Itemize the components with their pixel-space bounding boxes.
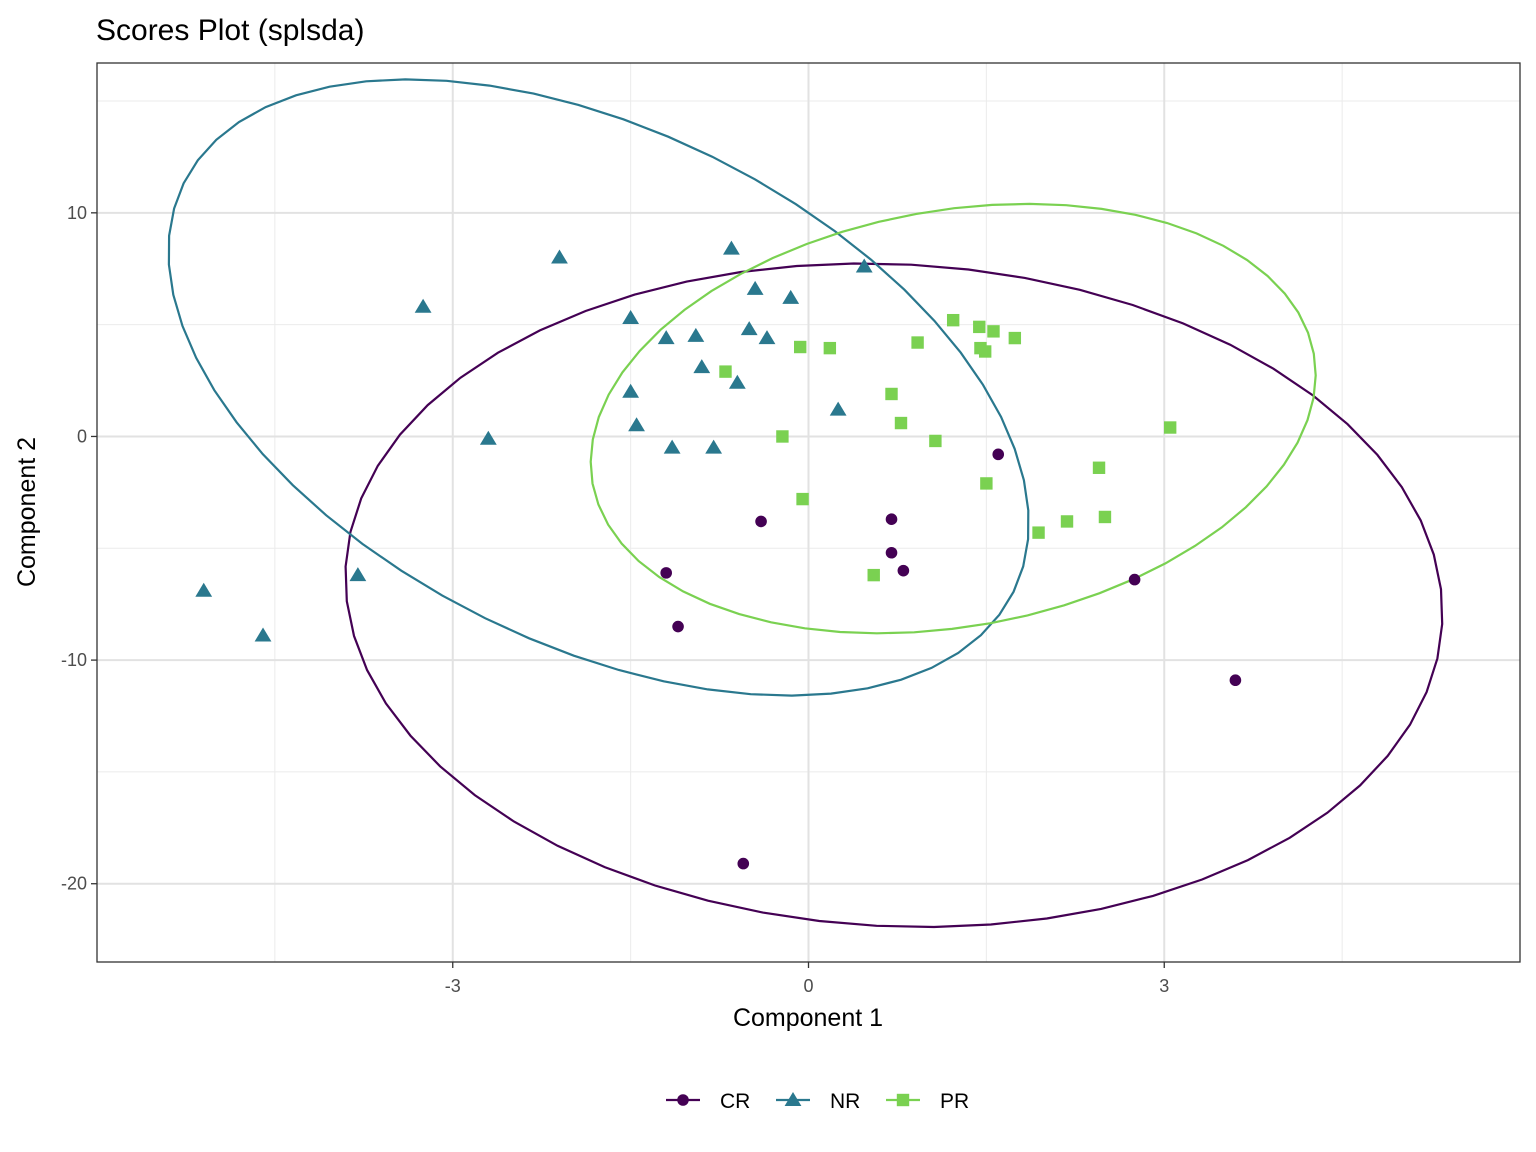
legend-label: NR xyxy=(830,1090,860,1113)
x-axis: -3 0 3 xyxy=(445,962,1169,996)
point-pr xyxy=(1163,421,1177,434)
point-pr xyxy=(793,340,807,354)
legend-label: PR xyxy=(940,1090,969,1113)
legend-item-cr: CR xyxy=(666,1090,750,1113)
point-cr xyxy=(1128,573,1141,586)
point-nr xyxy=(622,309,640,324)
x-tick-label: -3 xyxy=(445,976,461,996)
point-nr xyxy=(479,430,497,445)
point-pr xyxy=(929,434,942,448)
point-pr xyxy=(776,430,789,443)
point-pr xyxy=(719,365,732,378)
point-pr xyxy=(987,325,1000,338)
point-nr xyxy=(687,327,705,342)
point-nr xyxy=(705,439,723,454)
point-cr xyxy=(755,515,767,528)
point-pr xyxy=(946,313,960,327)
point-nr xyxy=(728,374,746,389)
x-tick-label: 3 xyxy=(1159,976,1169,996)
point-pr xyxy=(1060,515,1074,528)
y-axis-title: Component 2 xyxy=(13,437,41,587)
y-tick-label: 0 xyxy=(77,426,87,446)
y-axis: -20 -10 0 10 xyxy=(61,203,97,894)
point-nr xyxy=(740,321,758,336)
point-cr xyxy=(737,857,750,870)
y-tick-label: -10 xyxy=(61,650,87,670)
legend: CR NR PR xyxy=(666,1090,969,1113)
legend-key-marker xyxy=(677,1094,689,1106)
point-pr xyxy=(980,477,993,490)
point-pr xyxy=(1008,331,1022,345)
point-pr xyxy=(1098,510,1112,524)
point-cr xyxy=(885,513,898,526)
point-nr xyxy=(693,359,711,374)
point-nr xyxy=(829,401,847,416)
point-nr xyxy=(723,240,740,255)
point-nr xyxy=(782,289,800,304)
point-pr xyxy=(1032,526,1045,539)
point-nr xyxy=(663,439,681,454)
ellipse-nr xyxy=(167,78,1030,697)
legend-label: CR xyxy=(720,1090,750,1113)
point-nr xyxy=(349,567,367,582)
point-nr xyxy=(855,258,873,273)
point-pr xyxy=(894,416,908,430)
point-pr xyxy=(796,492,809,506)
point-cr xyxy=(672,620,684,633)
point-nr xyxy=(628,417,645,432)
x-axis-title: Component 1 xyxy=(733,1004,883,1032)
ellipses-layer xyxy=(167,78,1444,929)
point-nr xyxy=(414,298,432,313)
point-pr xyxy=(885,387,898,401)
legend-key-marker xyxy=(896,1093,910,1107)
point-cr xyxy=(897,564,910,577)
point-nr xyxy=(657,330,675,345)
point-pr xyxy=(978,345,992,358)
point-cr xyxy=(660,567,672,579)
point-pr xyxy=(867,568,880,582)
point-nr xyxy=(254,627,272,642)
point-nr xyxy=(622,383,640,398)
point-nr xyxy=(746,280,764,295)
point-nr xyxy=(551,249,568,264)
legend-item-pr: PR xyxy=(886,1090,969,1113)
y-tick-label: -20 xyxy=(61,874,87,894)
point-nr xyxy=(758,330,776,345)
ellipse-pr xyxy=(589,202,1317,635)
chart-title: Scores Plot (splsda) xyxy=(96,14,364,47)
legend-item-nr: NR xyxy=(776,1090,860,1113)
point-pr xyxy=(823,341,837,355)
y-tick-label: 10 xyxy=(67,203,87,223)
point-cr xyxy=(992,448,1005,461)
points-layer xyxy=(195,240,1242,870)
point-cr xyxy=(1229,674,1242,687)
point-pr xyxy=(973,320,986,334)
legend-key-marker xyxy=(784,1092,802,1106)
point-pr xyxy=(911,336,924,349)
point-pr xyxy=(1092,461,1106,474)
point-nr xyxy=(195,582,213,597)
ellipse-cr xyxy=(344,262,1444,929)
x-tick-label: 0 xyxy=(803,976,813,996)
point-cr xyxy=(885,546,898,559)
